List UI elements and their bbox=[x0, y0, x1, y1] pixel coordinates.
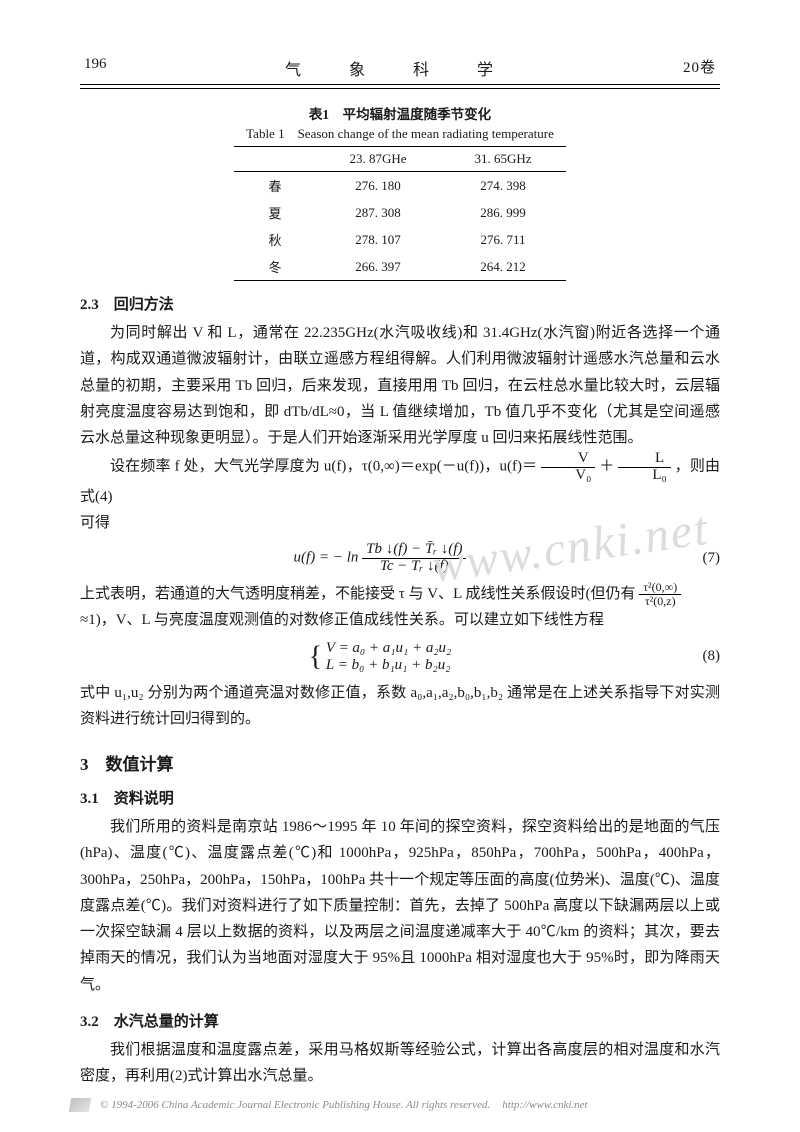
table-cell: 秋 bbox=[234, 226, 315, 253]
fraction-den: τ²(0,z) bbox=[639, 595, 681, 608]
eq-line: L = b₀ + b₁u₁ + b₂u₂ bbox=[326, 657, 451, 673]
table-cell: 冬 bbox=[234, 253, 315, 281]
page-root: 196 气 象 科 学 20卷 表1 平均辐射温度随季节变化 Table 1 S… bbox=[0, 0, 800, 1132]
paragraph: 可得 bbox=[80, 510, 720, 536]
paragraph: 我们根据温度和温度露点差，采用马格奴斯等经验公式，计算出各高度层的相对温度和水汽… bbox=[80, 1037, 720, 1090]
table-cell: 264. 212 bbox=[441, 253, 566, 281]
heading-3-1: 3.1 资料说明 bbox=[80, 787, 720, 808]
heading-3-2: 3.2 水汽总量的计算 bbox=[80, 1010, 720, 1031]
fraction: V V₀ bbox=[541, 451, 595, 484]
page-footer: © 1994-2006 China Academic Journal Elect… bbox=[70, 1098, 740, 1112]
paragraph: 式中 u₁,u₂ 分别为两个通道亮温对数修正值，系数 a₀,a₁,a₂,b₀,b… bbox=[80, 680, 720, 733]
fraction: L L₀ bbox=[618, 451, 670, 484]
heading-3: 3 数值计算 bbox=[80, 750, 720, 775]
equation-number: (8) bbox=[680, 648, 720, 665]
table-cell: 274. 398 bbox=[441, 172, 566, 200]
table-row: 23. 87GHe 31. 65GHz bbox=[234, 147, 565, 172]
journal-title: 气 象 科 学 bbox=[164, 56, 636, 80]
table-cell: 夏 bbox=[234, 199, 315, 226]
equation-8: { V = a₀ + a₁u₁ + a₂u₂ L = b₀ + b₁u₁ + b… bbox=[80, 640, 720, 674]
eq-line: V = a₀ + a₁u₁ + a₂u₂ bbox=[326, 640, 451, 656]
page-number: 196 bbox=[84, 56, 164, 80]
table1-caption-en: Table 1 Season change of the mean radiat… bbox=[80, 123, 720, 142]
table-cell: 春 bbox=[234, 172, 315, 200]
table-header-cell: 31. 65GHz bbox=[441, 147, 566, 172]
equation-7: u(f) = − ln Tb ↓(f) − T̄ᵣ ↓(f) Tc − T̄ᵣ … bbox=[80, 542, 720, 575]
table-cell: 286. 999 bbox=[441, 199, 566, 226]
cnki-logo-icon bbox=[69, 1098, 91, 1112]
table-cell: 276. 180 bbox=[315, 172, 440, 200]
table-header-cell: 23. 87GHe bbox=[315, 147, 440, 172]
fraction-den: Tc − T̄ᵣ ↓(f) bbox=[362, 559, 466, 575]
fraction: Tb ↓(f) − T̄ᵣ ↓(f) Tc − T̄ᵣ ↓(f) bbox=[362, 542, 466, 575]
table-cell: 266. 397 bbox=[315, 253, 440, 281]
plus-sign: ＋ bbox=[599, 459, 614, 475]
equation-body: u(f) = − ln Tb ↓(f) − T̄ᵣ ↓(f) Tc − T̄ᵣ … bbox=[80, 542, 680, 575]
eq-lhs: u(f) = − ln bbox=[294, 550, 363, 566]
table-row: 夏 287. 308 286. 999 bbox=[234, 199, 565, 226]
table-row: 冬 266. 397 264. 212 bbox=[234, 253, 565, 281]
table-row: 秋 278. 107 276. 711 bbox=[234, 226, 565, 253]
fraction-den: L₀ bbox=[618, 468, 670, 484]
brace-icon: { bbox=[309, 641, 322, 672]
paragraph: 我们所用的资料是南京站 1986～1995 年 10 年间的探空资料，探空资料给… bbox=[80, 814, 720, 998]
header-rule bbox=[80, 84, 720, 89]
heading-2-3: 2.3 回归方法 bbox=[80, 293, 720, 314]
table-header-cell bbox=[234, 147, 315, 172]
text: 设在频率 f 处，大气光学厚度为 u(f)，τ(0,∞)＝exp(－u(f))，… bbox=[110, 459, 537, 475]
text: 上式表明，若通道的大气透明度稍差，不能接受 τ 与 V、L 成线性关系假设时(但… bbox=[80, 586, 635, 602]
paragraph: 设在频率 f 处，大气光学厚度为 u(f)，τ(0,∞)＝exp(－u(f))，… bbox=[80, 451, 720, 510]
paragraph: 为同时解出 V 和 L，通常在 22.235GHz(水汽吸收线)和 31.4GH… bbox=[80, 320, 720, 451]
paragraph: ≈1)，V、L 与亮度温度观测值的对数修正值成线性关系。可以建立如下线性方程 bbox=[80, 607, 720, 633]
fraction-den: V₀ bbox=[541, 468, 595, 484]
fraction-num: L bbox=[618, 451, 670, 468]
table-row: 春 276. 180 274. 398 bbox=[234, 172, 565, 200]
table1-caption-cn: 表1 平均辐射温度随季节变化 bbox=[80, 103, 720, 123]
table-cell: 278. 107 bbox=[315, 226, 440, 253]
volume-label: 20卷 bbox=[636, 56, 716, 80]
equation-body: { V = a₀ + a₁u₁ + a₂u₂ L = b₀ + b₁u₁ + b… bbox=[80, 640, 680, 674]
table1: 23. 87GHe 31. 65GHz 春 276. 180 274. 398 … bbox=[234, 146, 565, 281]
equation-number: (7) bbox=[680, 550, 720, 567]
table-cell: 276. 711 bbox=[441, 226, 566, 253]
fraction: τ²(0,∞) τ²(0,z) bbox=[639, 581, 681, 607]
fraction-num: V bbox=[541, 451, 595, 468]
fraction-num: Tb ↓(f) − T̄ᵣ ↓(f) bbox=[362, 542, 466, 559]
table-cell: 287. 308 bbox=[315, 199, 440, 226]
copyright-text: © 1994-2006 China Academic Journal Elect… bbox=[100, 1099, 490, 1111]
running-head: 196 气 象 科 学 20卷 bbox=[80, 56, 720, 84]
fraction-num: τ²(0,∞) bbox=[639, 581, 681, 595]
footer-url: http://www.cnki.net bbox=[502, 1099, 587, 1111]
paragraph: 上式表明，若通道的大气透明度稍差，不能接受 τ 与 V、L 成线性关系假设时(但… bbox=[80, 581, 720, 608]
